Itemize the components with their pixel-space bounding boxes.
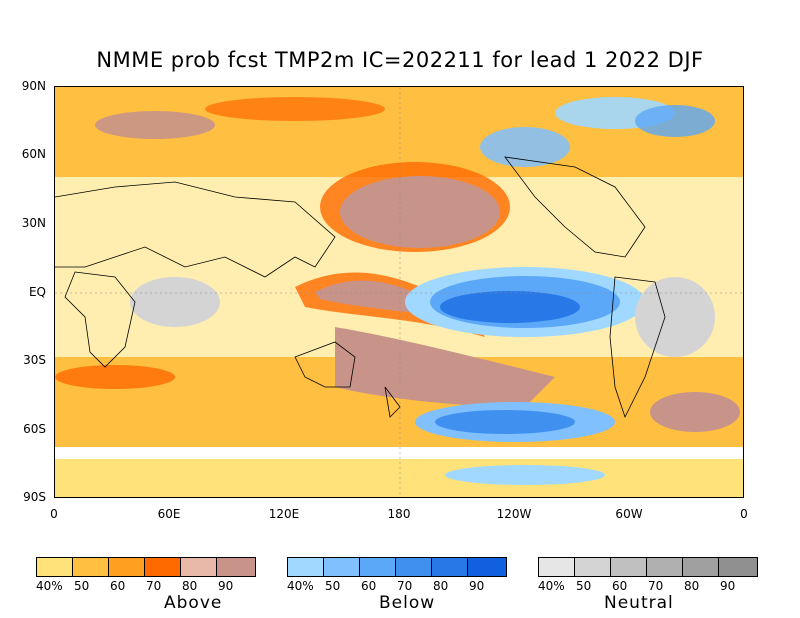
legend-above-swatch-90 (217, 558, 255, 576)
legend-neutral-swatch-80 (683, 558, 719, 576)
legend-above-swatch-50 (73, 558, 109, 576)
legend-below-tick: 40% (287, 579, 314, 593)
legend-below-swatch-60 (360, 558, 396, 576)
legend-below-swatch-70 (396, 558, 432, 576)
legend-above-colors (36, 557, 256, 577)
legend-above-tick: 50 (74, 579, 90, 593)
above-40-antarctic (55, 459, 743, 497)
legend-neutral-tick: 80 (684, 579, 700, 593)
lon-label-0-east: 0 (740, 507, 748, 521)
legend-above-tick: 90 (218, 579, 234, 593)
legend-neutral-tick: 60 (612, 579, 628, 593)
legend-above-tick: 40% (36, 579, 63, 593)
legend-below-swatch-80 (432, 558, 468, 576)
legend-below-swatch-40 (288, 558, 324, 576)
lat-label-60s: 60S (23, 422, 46, 436)
legend-below-tick: 90 (469, 579, 485, 593)
legend-above-label: Above (164, 593, 223, 613)
legend-neutral-swatch-40 (539, 558, 575, 576)
lon-label-120e: 120E (268, 507, 300, 521)
chart-title: NMME prob fcst TMP2m IC=202211 for lead … (96, 48, 704, 72)
lon-label-180: 180 (387, 507, 411, 521)
legend-neutral-swatch-50 (575, 558, 611, 576)
legend-neutral: 40% 50 60 70 80 90 Neutral (538, 557, 758, 613)
legend-above: 40% 50 60 70 80 90 Above (36, 557, 256, 613)
legend-above-swatch-70 (145, 558, 181, 576)
legend-below-swatch-50 (324, 558, 360, 576)
lon-label-60w: 60W (615, 507, 643, 521)
below-80-enso (440, 291, 580, 323)
legend-neutral-tick: 90 (720, 579, 736, 593)
above-90-siberia (95, 111, 215, 139)
legend-above-tick: 80 (182, 579, 198, 593)
legend-above-swatch-40 (37, 558, 73, 576)
neutral-s-america (635, 277, 715, 357)
below-40-antarctic (445, 465, 605, 485)
legend-below-swatch-90 (468, 558, 506, 576)
map-svg (55, 87, 743, 497)
below-70-southern (435, 410, 575, 434)
above-70-arctic (205, 97, 385, 121)
legend-above-tick: 60 (110, 579, 126, 593)
above-90-s-atlantic (650, 392, 740, 432)
legend-above-tick: 70 (146, 579, 162, 593)
legend-neutral-tick: 70 (648, 579, 664, 593)
below-60-hudson (635, 105, 715, 137)
lat-label-90s: 90S (23, 490, 46, 504)
lat-label-30n: 30N (21, 216, 46, 230)
above-70-s-indian (55, 365, 175, 389)
graticule (55, 87, 743, 497)
lat-label-30s: 30S (23, 353, 46, 367)
legend-neutral-swatch-60 (611, 558, 647, 576)
legend-neutral-tick: 50 (576, 579, 592, 593)
legend-neutral-swatch-70 (647, 558, 683, 576)
legend-neutral-label: Neutral (604, 593, 674, 613)
above-90-spac (335, 327, 555, 407)
legend-below-colors (287, 557, 507, 577)
neutral-indian (130, 277, 220, 327)
legend-below-tick: 80 (433, 579, 449, 593)
legend-neutral-colors (538, 557, 758, 577)
lon-label-0: 0 (50, 507, 58, 521)
lon-label-60e: 60E (157, 507, 181, 521)
coastlines (55, 156, 666, 419)
below-50-alaska (480, 127, 570, 167)
legend-neutral-swatch-90 (719, 558, 757, 576)
legend-below-tick: 60 (361, 579, 377, 593)
legend-above-swatch-60 (109, 558, 145, 576)
legend-neutral-tick: 40% (538, 579, 565, 593)
legend-below-tick: 70 (397, 579, 413, 593)
above-90-npac (340, 176, 500, 248)
lat-label-eq: EQ (28, 285, 46, 299)
lat-label-60n: 60N (21, 147, 46, 161)
legend-below-label: Below (379, 593, 436, 613)
probability-map (54, 86, 744, 498)
legend-below-tick: 50 (325, 579, 341, 593)
legend-above-swatch-80 (181, 558, 217, 576)
lat-label-90n: 90N (21, 79, 46, 93)
legend-below: 40% 50 60 70 80 90 Below (287, 557, 507, 613)
lon-label-120w: 120W (496, 507, 532, 521)
